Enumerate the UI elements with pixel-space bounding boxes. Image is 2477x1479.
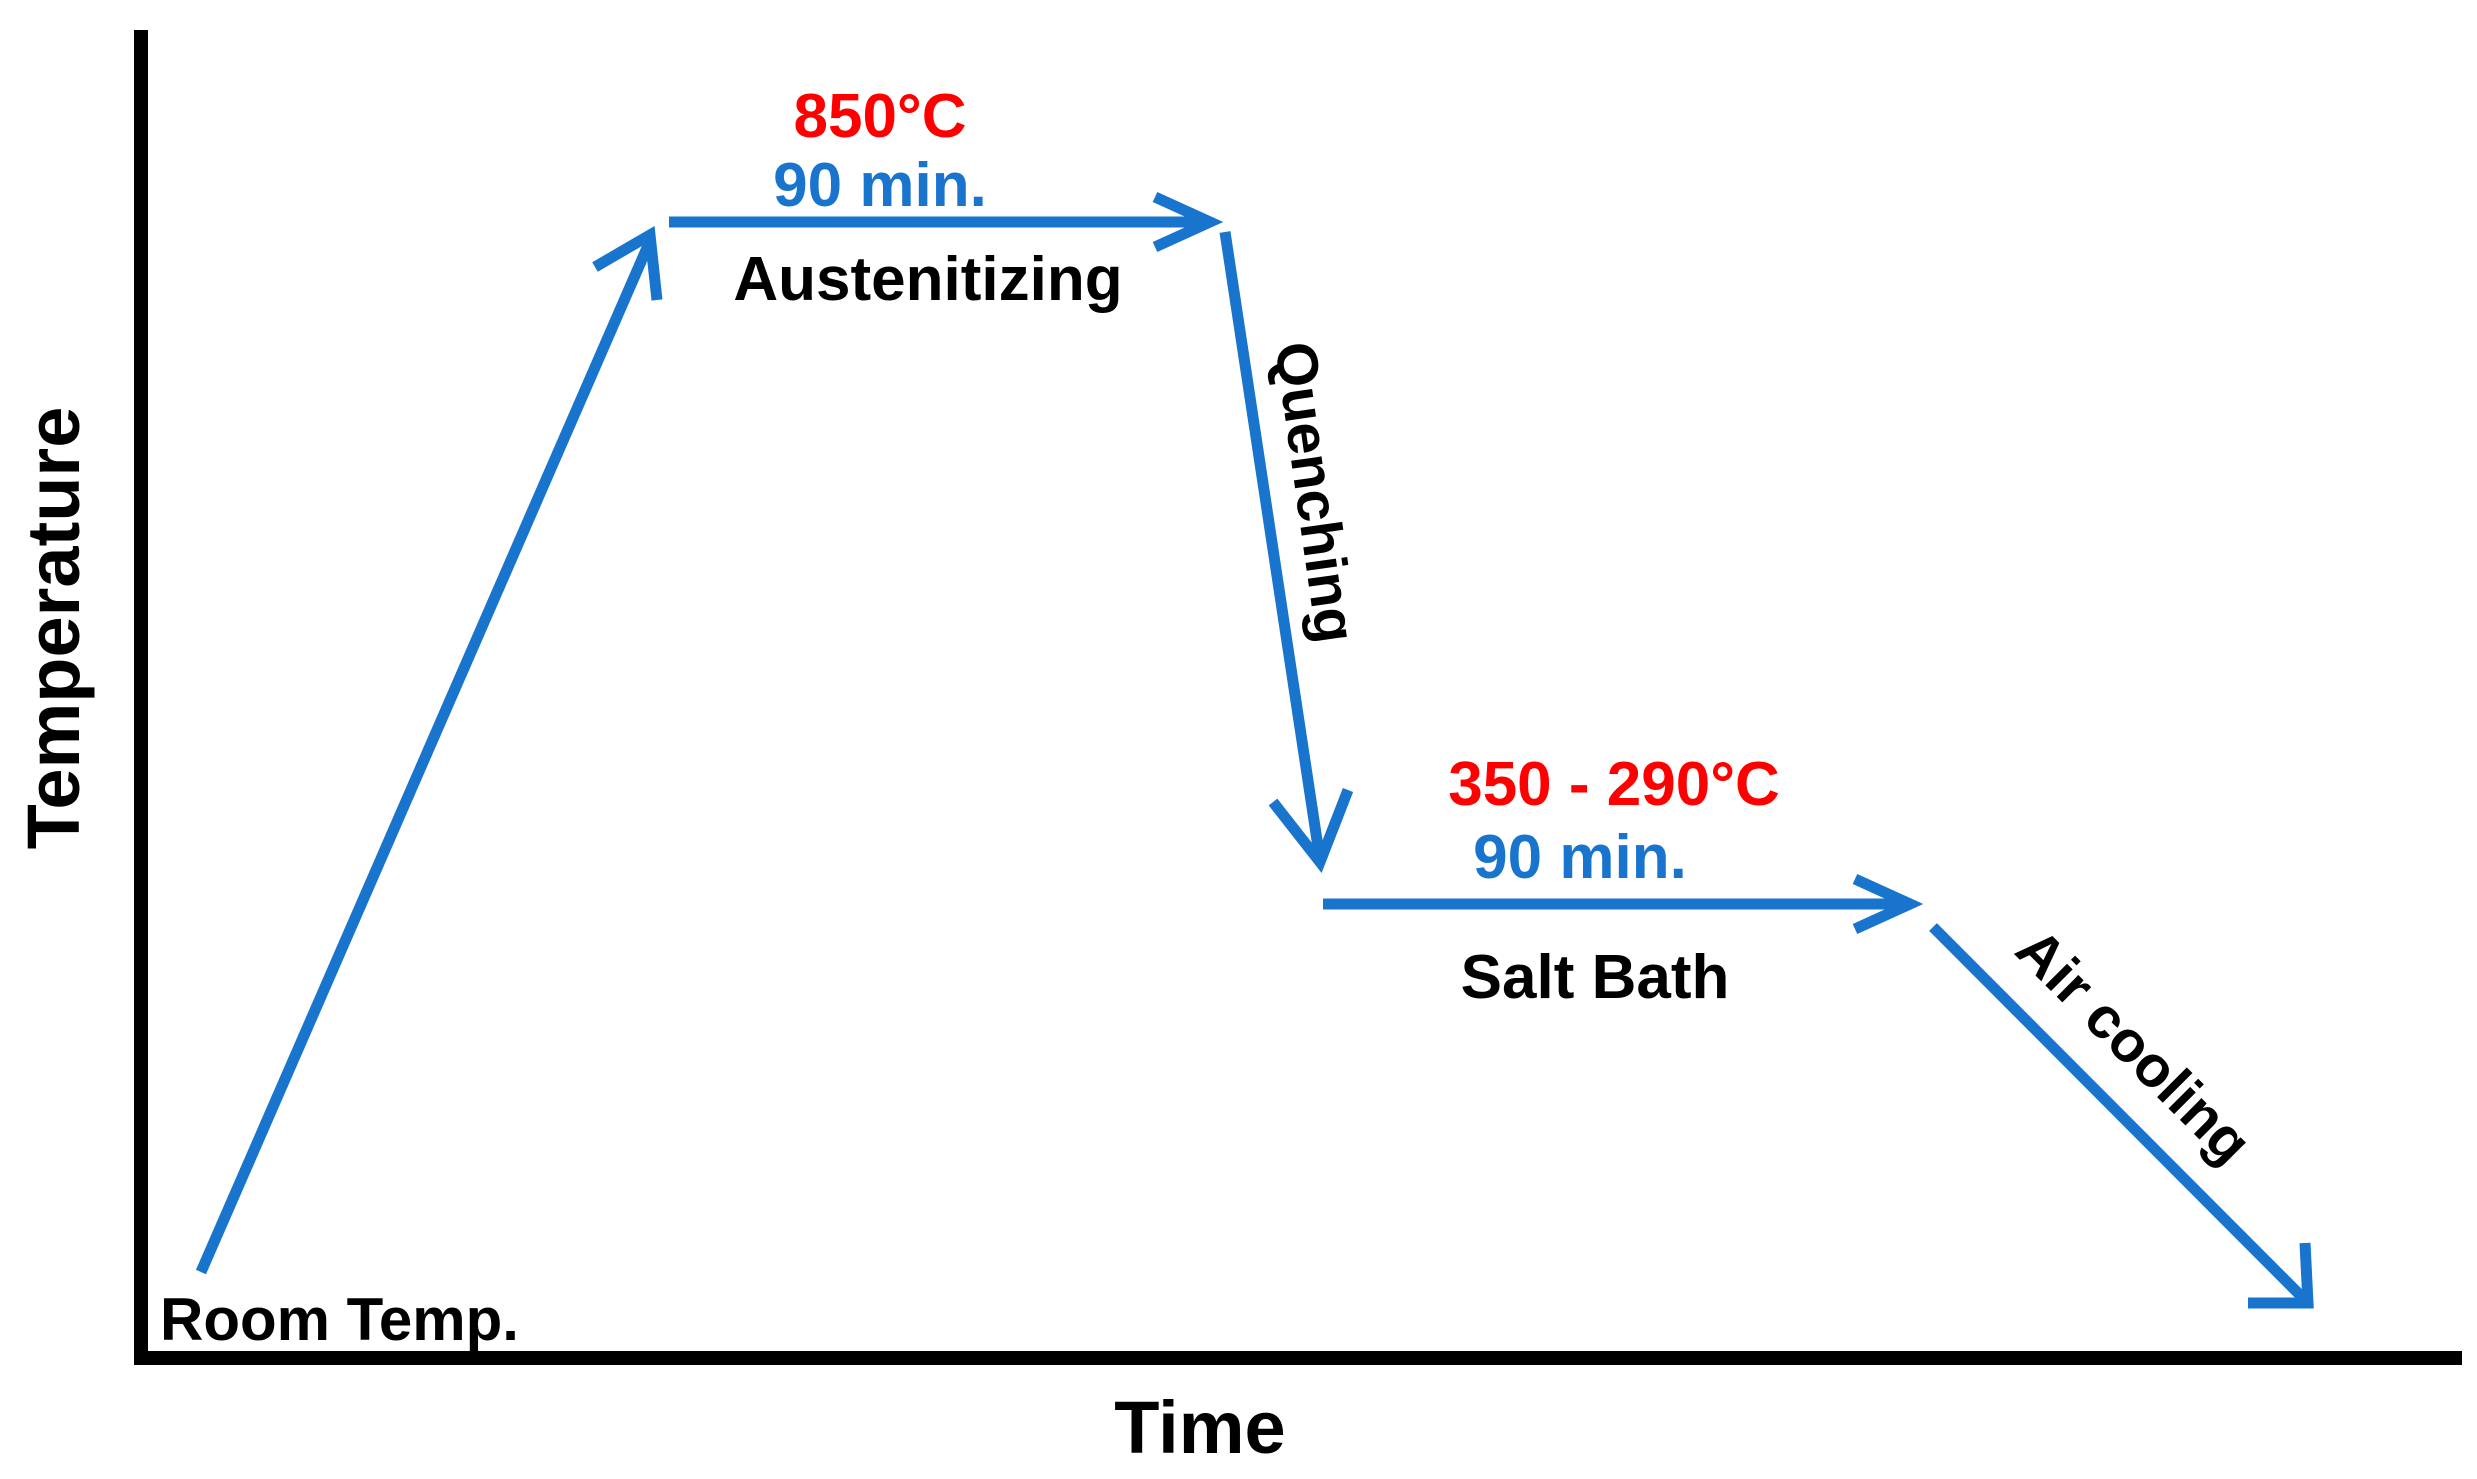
heating-arrow bbox=[195, 225, 663, 1275]
salt-bath-duration: 90 min. bbox=[1473, 823, 1687, 892]
salt-bath-label: Salt Bath bbox=[1461, 943, 1730, 1012]
air-cooling-arrow bbox=[1929, 923, 2314, 1309]
quenching-arrow bbox=[1219, 231, 1354, 873]
austenitizing-duration: 90 min. bbox=[773, 151, 987, 220]
salt-bath-temperature: 350 - 290°C bbox=[1448, 750, 1780, 819]
austenitizing-arrow bbox=[669, 191, 1224, 253]
room-temp-label: Room Temp. bbox=[160, 1286, 519, 1353]
air-cooling-label: Air cooling bbox=[2004, 916, 2264, 1176]
austenitizing-label: Austenitizing bbox=[733, 245, 1122, 314]
austenitizing-temperature: 850°C bbox=[793, 82, 966, 151]
salt-bath-arrow bbox=[1323, 873, 1924, 935]
x-axis-label: Time bbox=[1114, 1386, 1285, 1469]
y-axis-label: Temperature bbox=[12, 407, 95, 850]
